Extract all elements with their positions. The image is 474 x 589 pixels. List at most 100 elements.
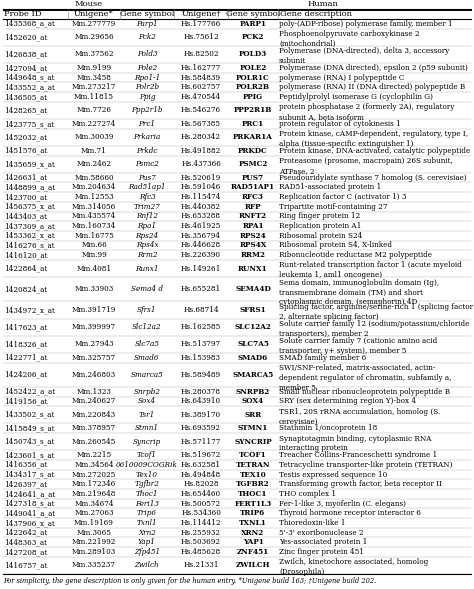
Text: Trip6: Trip6 [137,509,157,517]
Text: poly-(ADP-ribose) polymerase family, member 1: poly-(ADP-ribose) polymerase family, mem… [279,20,453,28]
Text: Mm.3458: Mm.3458 [77,74,111,82]
Text: 1436505_at: 1436505_at [4,93,47,101]
Text: Slc7a5: Slc7a5 [135,340,159,348]
Text: PRC1: PRC1 [242,120,264,128]
Text: 1428265_at: 1428265_at [4,107,47,114]
Text: SLC12A2: SLC12A2 [235,323,272,331]
Text: 1427094_at: 1427094_at [4,64,47,72]
Text: Mm.260545: Mm.260545 [72,438,116,446]
Text: Thyroid hormone receptor interactor 6: Thyroid hormone receptor interactor 6 [279,509,421,517]
Text: PRKAR1A: PRKAR1A [233,133,273,141]
Text: 1416120_at: 1416120_at [4,251,47,259]
Text: protein phosphatase 2 (formerly 2A), regulatory
subunit A, beta isoform: protein phosphatase 2 (formerly 2A), reg… [279,103,455,121]
Text: RPS24: RPS24 [240,231,266,240]
Text: protein regulator of cytokinesis 1: protein regulator of cytokinesis 1 [279,120,401,128]
Text: TRIP6: TRIP6 [240,509,265,517]
Text: Small nuclear ribonucleoprotein polypeptide B: Small nuclear ribonucleoprotein polypept… [279,388,450,396]
Text: Mm.19169: Mm.19169 [74,519,114,527]
Text: Prkaria: Prkaria [133,133,161,141]
Text: Mm.273217: Mm.273217 [72,83,116,91]
Text: Transforming growth factor, beta receptor II: Transforming growth factor, beta recepto… [279,480,442,488]
Text: Proteasome (prosome, macropain) 26S subunit,
ATPase, 2: Proteasome (prosome, macropain) 26S subu… [279,157,453,175]
Text: Replication protein A1: Replication protein A1 [279,222,361,230]
Text: Hs.567385: Hs.567385 [181,120,221,128]
Text: Tsr1: Tsr1 [139,411,155,419]
Text: Hs.643910: Hs.643910 [181,398,221,405]
Text: Runx1: Runx1 [135,264,159,273]
Text: Thoc1: Thoc1 [136,490,158,498]
Text: Gene symbol: Gene symbol [226,11,280,18]
Text: SYNCRIP: SYNCRIP [234,438,272,446]
Text: Polymerase (DNA-directed), delta 3, accessory
subunit: Polymerase (DNA-directed), delta 3, acce… [279,47,449,65]
Text: Prkdc: Prkdc [137,147,158,155]
Text: SWI/SNF-related, matrix-associated, actin-
dependent regulator of chromatin, sub: SWI/SNF-related, matrix-associated, acti… [279,364,451,392]
Text: Hs.356794: Hs.356794 [181,231,221,240]
Text: Tetracycline transporter-like protein (TETRAN): Tetracycline transporter-like protein (T… [279,461,453,469]
Text: Mm.172346: Mm.172346 [72,480,116,488]
Text: Mm.34564: Mm.34564 [74,461,114,469]
Text: RFC3: RFC3 [242,193,264,201]
Text: Mm.272025: Mm.272025 [72,471,116,478]
Text: 0610009COGRik: 0610009COGRik [116,461,178,469]
Text: 1416276_s_at: 1416276_s_at [4,241,55,249]
Text: 1452422_a_at: 1452422_a_at [4,388,55,396]
Text: 1433502_s_at: 1433502_s_at [4,411,54,419]
Text: SFRS1: SFRS1 [240,306,266,314]
Text: Mm.277779: Mm.277779 [72,20,116,28]
Text: Mm.7726: Mm.7726 [76,107,111,114]
Text: Mm.391719: Mm.391719 [72,306,116,314]
Text: Rad51ap1: Rad51ap1 [128,183,166,191]
Text: Mm.378957: Mm.378957 [72,424,116,432]
Text: Tex10: Tex10 [136,471,158,478]
Text: Mm.9199: Mm.9199 [76,64,111,72]
Text: SMARCA5: SMARCA5 [232,370,273,379]
Text: POLR2B: POLR2B [236,83,270,91]
Text: 1434317_s_at: 1434317_s_at [4,471,55,478]
Text: 5'-3' exoribonuclease 2: 5'-3' exoribonuclease 2 [279,528,364,537]
Text: Protein kinase, cAMP-dependent, regulatory, type I,
alpha (tissue-specific extin: Protein kinase, cAMP-dependent, regulato… [279,130,468,148]
Text: Hs.655281: Hs.655281 [181,285,221,293]
Text: Hs.485628: Hs.485628 [181,548,221,556]
Text: TCOF1: TCOF1 [239,451,267,459]
Text: Hs.461925: Hs.461925 [181,222,221,230]
Text: YAP1: YAP1 [243,538,264,546]
Text: Hs.534360: Hs.534360 [181,509,221,517]
Text: 1419156_at: 1419156_at [4,398,47,405]
Text: Hs.654460: Hs.654460 [181,490,221,498]
Text: PPP2R1B: PPP2R1B [234,107,272,114]
Text: 1426631_at: 1426631_at [4,174,47,181]
Text: Mm.335237: Mm.335237 [72,561,116,570]
Text: Hs.584839: Hs.584839 [181,74,221,82]
Text: RPA1: RPA1 [242,222,264,230]
Text: Tcof1: Tcof1 [137,451,157,459]
Text: Ppig: Ppig [139,93,155,101]
Text: Hs.513797: Hs.513797 [181,340,221,348]
Text: Splicing factor, arginine/serine-rich 1 (splicing factor
2, alternate splicing f: Splicing factor, arginine/serine-rich 1 … [279,303,473,320]
Text: Hs.632581: Hs.632581 [181,461,221,469]
Text: Ring finger protein 12: Ring finger protein 12 [279,213,360,220]
Text: Zfp451: Zfp451 [134,548,160,556]
Text: Mm.99: Mm.99 [81,251,107,259]
Text: Mm.219648: Mm.219648 [72,490,116,498]
Text: Rrm2: Rrm2 [137,251,157,259]
Text: Psmc2: Psmc2 [135,160,159,168]
Text: RRM2: RRM2 [240,251,265,259]
Text: Unigene†: Unigene† [181,11,221,18]
Text: Sox4: Sox4 [138,398,156,405]
Text: Hs.500572: Hs.500572 [181,499,221,508]
Text: Mm.2215: Mm.2215 [76,451,111,459]
Text: Hs.162585: Hs.162585 [181,323,221,331]
Text: Polymerase (DNA directed), epsilon 2 (p59 subunit): Polymerase (DNA directed), epsilon 2 (p5… [279,64,468,72]
Text: Thioredoxin-like 1: Thioredoxin-like 1 [279,519,346,527]
Text: PCK2: PCK2 [242,34,264,41]
Text: 1437906_x_at: 1437906_x_at [4,519,55,527]
Text: RFP: RFP [245,203,261,211]
Text: 1418326_at: 1418326_at [4,340,47,348]
Text: 1452620_at: 1452620_at [4,34,47,41]
Text: Mm.3065: Mm.3065 [77,528,111,537]
Text: Zwilch: Zwilch [135,561,159,570]
Text: Hs.162777: Hs.162777 [181,64,221,72]
Text: Mm.71: Mm.71 [81,147,107,155]
Text: Solute carrier family 12 (sodium/potassium/chloride
transporters), member 2: Solute carrier family 12 (sodium/potassi… [279,320,469,338]
Text: PARP1: PARP1 [239,20,266,28]
